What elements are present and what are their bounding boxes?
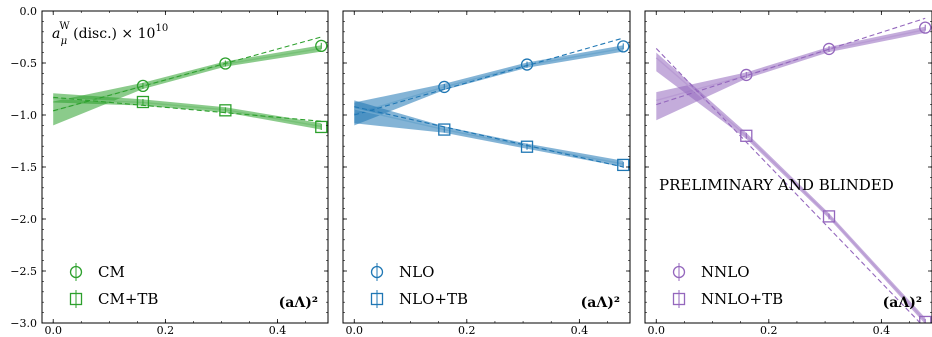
y-tick-label: 0.0 xyxy=(20,5,38,18)
data-point xyxy=(315,39,328,52)
axes-frame xyxy=(342,10,631,324)
legend-label: NNLO xyxy=(701,263,750,281)
data-point xyxy=(438,123,451,136)
series-NLO xyxy=(354,37,630,126)
data-point xyxy=(219,57,232,70)
plot-area xyxy=(354,37,630,172)
fit-band xyxy=(354,100,624,167)
panel-2: 0.0 0.2 0.4 (aΛ)² NLO NLO+TB xyxy=(342,10,631,337)
data-point xyxy=(919,21,932,34)
legend-label: NNLO+TB xyxy=(701,290,783,308)
x-tick-label: 0.0 xyxy=(648,324,666,337)
series-CM xyxy=(53,36,328,126)
data-point xyxy=(617,40,630,53)
data-point xyxy=(219,104,232,117)
annotation-text: PRELIMINARY AND BLINDED xyxy=(659,176,894,194)
y-axis-label: aW μ (disc.) × 1010 xyxy=(52,21,168,47)
data-point xyxy=(617,158,630,172)
y-label-exp: 10 xyxy=(155,23,168,34)
data-point xyxy=(520,140,534,153)
fit-band xyxy=(53,45,322,126)
x-axis-label: (aΛ)² xyxy=(581,295,620,311)
x-tick-label: 0.2 xyxy=(760,324,778,337)
x-tick-label: 0.0 xyxy=(346,324,364,337)
data-point xyxy=(136,95,150,109)
x-axis-label: (aΛ)² xyxy=(883,295,922,311)
plot-area xyxy=(655,17,932,323)
panel-3: 0.0 0.2 0.4 (aΛ)² NNLO NNLO+TB PRELIMINARY AND… xyxy=(644,10,932,337)
y-label-sup: W xyxy=(59,21,70,32)
legend-label: CM+TB xyxy=(98,290,158,308)
fit-band xyxy=(53,93,322,130)
y-tick-label: −1.0 xyxy=(10,109,37,122)
y-tick-label: −2.5 xyxy=(10,265,37,278)
linear-fit-dashed xyxy=(655,48,922,323)
linear-fit-dashed xyxy=(354,37,624,116)
x-tick-label: 0.0 xyxy=(44,324,62,337)
y-label-rest: (disc.) × xyxy=(73,26,137,42)
x-tick-label: 0.4 xyxy=(873,324,891,337)
linear-fit-dashed xyxy=(53,36,322,112)
x-tick-label: 0.4 xyxy=(269,324,287,337)
y-tick-label: −0.5 xyxy=(10,57,37,70)
fit-band xyxy=(656,26,926,121)
fit-line xyxy=(53,97,322,128)
legend-label: NLO+TB xyxy=(399,290,468,308)
y-tick-label: −3.0 xyxy=(10,317,37,330)
y-tick-label: −2.0 xyxy=(10,213,37,226)
legend-label: NLO xyxy=(399,263,434,281)
fit-line xyxy=(354,108,624,165)
data-point xyxy=(740,129,753,142)
fit-band xyxy=(656,52,926,323)
y-label-sub: μ xyxy=(61,36,68,47)
data-point xyxy=(822,210,836,223)
axes-frame xyxy=(644,10,932,324)
series-NNLO xyxy=(656,17,932,121)
data-point xyxy=(136,79,150,93)
fit-line xyxy=(354,47,624,115)
data-point xyxy=(438,80,451,94)
x-tick-label: 0.2 xyxy=(458,324,476,337)
data-point xyxy=(822,42,836,56)
data-point xyxy=(740,68,753,82)
data-point xyxy=(919,315,932,323)
series-NLO+TB xyxy=(354,100,630,172)
fit-line xyxy=(655,57,926,322)
linear-fit-dashed xyxy=(53,96,322,122)
x-axis-label: (aΛ)² xyxy=(279,295,318,311)
data-point xyxy=(315,120,328,134)
series-NNLO+TB xyxy=(655,48,932,323)
y-label-ten: 10 xyxy=(138,26,156,42)
panel-1: 0.0 −0.5 −1.0 −1.5 −2.0 −2.5 −3.0 0.0 0.2 0.4 (aΛ)… xyxy=(10,5,329,337)
linear-fit-dashed xyxy=(354,106,624,168)
y-label-base: a xyxy=(52,26,60,42)
y-tick-label: −1.5 xyxy=(10,161,37,174)
data-point xyxy=(520,58,534,71)
x-tick-label: 0.2 xyxy=(157,324,175,337)
linear-fit-dashed xyxy=(656,17,926,106)
legend-label: CM xyxy=(98,263,125,281)
plot-area xyxy=(53,36,328,134)
axes-frame xyxy=(41,10,329,324)
series-CM+TB xyxy=(53,93,328,134)
x-tick-label: 0.4 xyxy=(571,324,589,337)
